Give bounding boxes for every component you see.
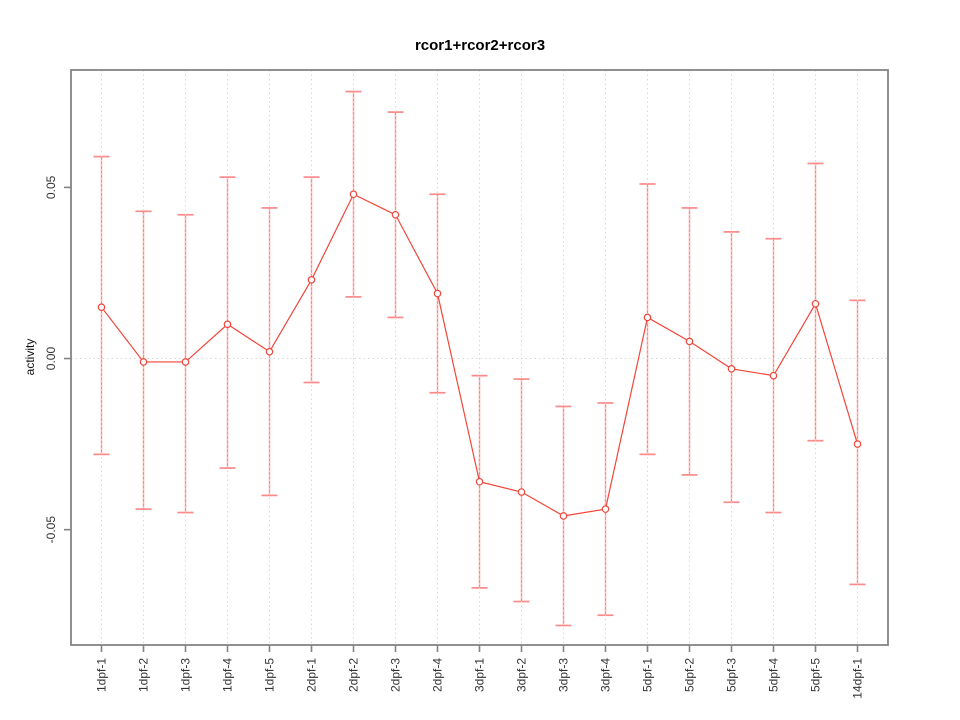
data-point [223,320,232,329]
data-point [811,299,820,308]
data-point [559,512,568,520]
data-point [475,477,484,486]
chart-title: rcor1+rcor2+rcor3 [414,37,546,54]
data-point [727,364,736,373]
x-tick-label: 3dpf-1 [473,658,487,692]
data-point [97,303,106,311]
x-tick-label: 5dpf-2 [683,658,697,692]
x-tick-label: 5dpf-3 [725,658,739,692]
x-tick-label: 3dpf-2 [515,658,529,692]
x-tick-label: 3dpf-4 [599,658,613,692]
data-point [601,505,610,513]
data-point [181,358,190,366]
x-tick-label: 2dpf-4 [431,658,445,692]
x-tick-label: 2dpf-1 [305,658,319,692]
x-tick-label: 5dpf-1 [641,658,655,692]
x-tick-label: 1dpf-1 [95,658,109,692]
data-point [685,337,694,346]
x-tick-label: 2dpf-2 [347,658,361,692]
x-tick-label: 3dpf-3 [557,658,571,692]
data-point [307,276,316,284]
data-point [643,313,652,322]
x-tick-label: 2dpf-3 [389,658,403,692]
x-tick-label: 1dpf-3 [179,658,193,692]
x-tick-label: 5dpf-5 [809,658,823,692]
data-point [517,488,526,496]
y-tick-label: 0.05 [44,175,58,199]
data-point [391,210,400,219]
x-tick-label: 5dpf-4 [767,658,781,692]
data-point [433,289,442,298]
data-point [349,190,358,199]
x-tick-label: 1dpf-2 [137,658,151,692]
data-point [769,371,778,380]
data-point [265,347,274,356]
x-tick-label: 14dpf-1 [851,658,865,699]
x-tick-label: 1dpf-4 [221,658,235,692]
x-tick-label: 1dpf-5 [263,658,277,692]
data-point [853,440,862,448]
y-tick-label: 0.00 [44,347,58,371]
y-tick-label: -0.05 [44,516,58,544]
data-point [139,358,148,366]
